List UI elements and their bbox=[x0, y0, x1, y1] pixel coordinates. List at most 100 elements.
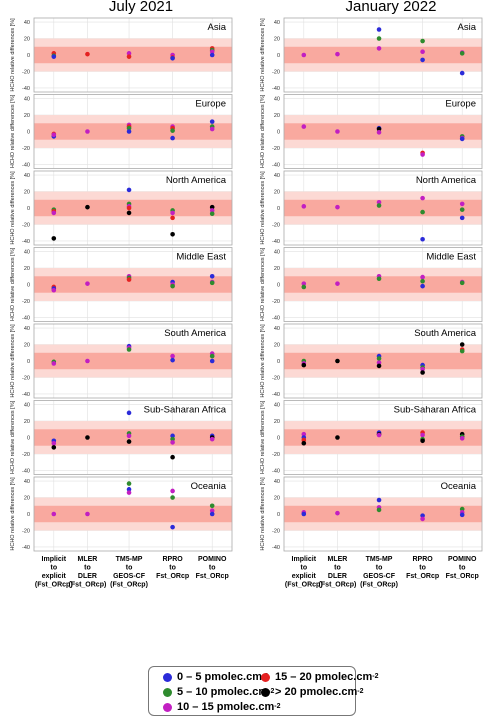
y-tick-label: -40 bbox=[22, 239, 30, 245]
band-inner bbox=[34, 123, 232, 140]
legend-label: 10 – 15 pmolec.cm bbox=[177, 701, 275, 713]
legend-label: 0 – 5 pmolec.cm bbox=[177, 671, 262, 683]
y-tick-label: 40 bbox=[274, 173, 280, 179]
data-point-g bbox=[126, 125, 132, 131]
data-point-k bbox=[376, 363, 382, 369]
y-tick-label: 0 bbox=[277, 359, 280, 365]
y-tick-label: -40 bbox=[22, 315, 30, 321]
panel-oceania-january-2022: -40 -20 0 20 40 HCHO relative differences [%]… bbox=[260, 476, 483, 552]
data-point-m bbox=[85, 129, 90, 134]
panel-oceania-july-2021: -40 -20 0 20 40 HCHO relative differences [%]… bbox=[10, 476, 233, 552]
region-title: Europe bbox=[445, 99, 476, 110]
data-point-g bbox=[209, 353, 215, 359]
x-tick-labels: Implicit to explicit (Fst_ORcp)MLER to DLER (F… bbox=[35, 556, 479, 589]
data-point-m bbox=[85, 358, 90, 364]
data-point-b bbox=[170, 357, 175, 363]
region-title: North America bbox=[416, 175, 477, 186]
data-point-g bbox=[170, 283, 175, 289]
y-axis-label: HCHO relative differences [%] bbox=[260, 171, 266, 245]
legend-item-10-15: 10 – 15 pmolec.cm -2 bbox=[163, 701, 280, 713]
y-tick-label: -40 bbox=[22, 86, 30, 92]
data-point-m bbox=[51, 287, 57, 293]
region-title: North America bbox=[166, 175, 227, 186]
data-point-m bbox=[209, 49, 215, 55]
y-tick-label: -20 bbox=[272, 452, 280, 458]
y-tick-label: 0 bbox=[277, 512, 280, 518]
panel-border bbox=[283, 247, 483, 322]
y-axis-label: HCHO relative differences [%] bbox=[10, 477, 16, 551]
data-point-b bbox=[209, 358, 215, 364]
data-point-m bbox=[209, 208, 215, 213]
legend-label: > 20 pmolec.cm bbox=[275, 686, 358, 698]
panel-border bbox=[33, 17, 233, 93]
panel-grid: -40 -20 0 20 40 HCHO relative differences [%]… bbox=[10, 17, 483, 552]
panel-sub-saharan-africa-july-2021: -40 -20 0 20 40 HCHO relative differences [%]… bbox=[10, 400, 233, 475]
panel-asia-july-2021: -40 -20 0 20 40 HCHO relative differences [%]… bbox=[10, 17, 233, 93]
data-point-m bbox=[209, 508, 215, 514]
data-point-m bbox=[126, 490, 132, 495]
y-axis-label: HCHO relative differences [%] bbox=[10, 247, 16, 321]
data-point-b bbox=[376, 27, 382, 32]
data-point-g bbox=[459, 280, 465, 286]
data-point-m bbox=[376, 199, 382, 205]
y-tick-label: -40 bbox=[22, 392, 30, 398]
y-axis-label: HCHO relative differences [%] bbox=[260, 477, 266, 551]
y-tick-label: 0 bbox=[277, 53, 280, 59]
region-title: Oceania bbox=[441, 481, 477, 492]
data-point-b bbox=[420, 236, 425, 242]
data-point-m bbox=[420, 432, 425, 438]
panel-border bbox=[283, 17, 483, 93]
x-tick-label: POMINO to Fst_ORcp bbox=[196, 556, 229, 580]
data-point-g bbox=[459, 207, 465, 212]
data-point-m bbox=[420, 195, 425, 201]
data-point-k bbox=[301, 440, 307, 446]
y-tick-label: -40 bbox=[272, 545, 280, 551]
y-tick-label: 20 bbox=[24, 266, 30, 272]
region-title: Sub-Saharan Africa bbox=[144, 405, 227, 416]
data-point-g bbox=[126, 481, 132, 486]
y-tick-label: 20 bbox=[24, 113, 30, 119]
x-tick-label: RPRO to Fst_ORcp bbox=[156, 556, 189, 580]
data-point-m bbox=[170, 353, 175, 359]
y-tick-label: 40 bbox=[274, 479, 280, 485]
data-point-m bbox=[301, 52, 307, 58]
panel-middle-east-july-2021: -40 -20 0 20 40 HCHO relative differences [%]… bbox=[10, 247, 233, 322]
data-point-g bbox=[459, 348, 465, 354]
panel-south-america-january-2022: -40 -20 0 20 40 HCHO relative differences [%]… bbox=[260, 323, 483, 399]
y-tick-label: -40 bbox=[22, 545, 30, 551]
band-inner bbox=[284, 276, 482, 293]
legend-dot-icon bbox=[163, 672, 172, 682]
data-point-k bbox=[420, 370, 425, 375]
data-point-b bbox=[301, 511, 307, 517]
y-tick-label: -20 bbox=[272, 222, 280, 228]
data-point-m bbox=[85, 511, 90, 517]
data-point-g bbox=[420, 278, 425, 284]
data-point-b bbox=[126, 129, 132, 134]
data-point-m bbox=[335, 204, 340, 210]
data-point-g bbox=[376, 276, 382, 282]
data-point-k bbox=[85, 204, 90, 210]
y-tick-label: 40 bbox=[24, 173, 30, 179]
panel-asia-january-2022: -40 -20 0 20 40 HCHO relative differences [%]… bbox=[260, 17, 483, 93]
y-tick-label: -40 bbox=[272, 162, 280, 168]
legend-dot-icon bbox=[261, 672, 270, 682]
band-inner bbox=[284, 123, 482, 140]
y-tick-label: -20 bbox=[22, 528, 30, 534]
data-point-m bbox=[376, 46, 382, 51]
y-tick-label: 40 bbox=[274, 403, 280, 409]
y-tick-label: -20 bbox=[22, 69, 30, 75]
y-tick-label: -40 bbox=[272, 239, 280, 245]
y-axis-label: HCHO relative differences [%] bbox=[260, 400, 266, 474]
y-tick-label: -20 bbox=[272, 69, 280, 75]
data-point-g bbox=[209, 503, 215, 509]
data-point-b bbox=[420, 513, 425, 518]
y-tick-label: 20 bbox=[24, 343, 30, 349]
data-point-m bbox=[51, 210, 57, 216]
y-tick-label: 20 bbox=[274, 419, 280, 425]
data-point-m bbox=[51, 440, 57, 446]
y-tick-label: 20 bbox=[24, 419, 30, 425]
y-axis-label: HCHO relative differences [%] bbox=[260, 324, 266, 398]
y-tick-label: -20 bbox=[272, 299, 280, 305]
y-tick-label: -40 bbox=[272, 468, 280, 474]
y-tick-label: 20 bbox=[274, 190, 280, 196]
